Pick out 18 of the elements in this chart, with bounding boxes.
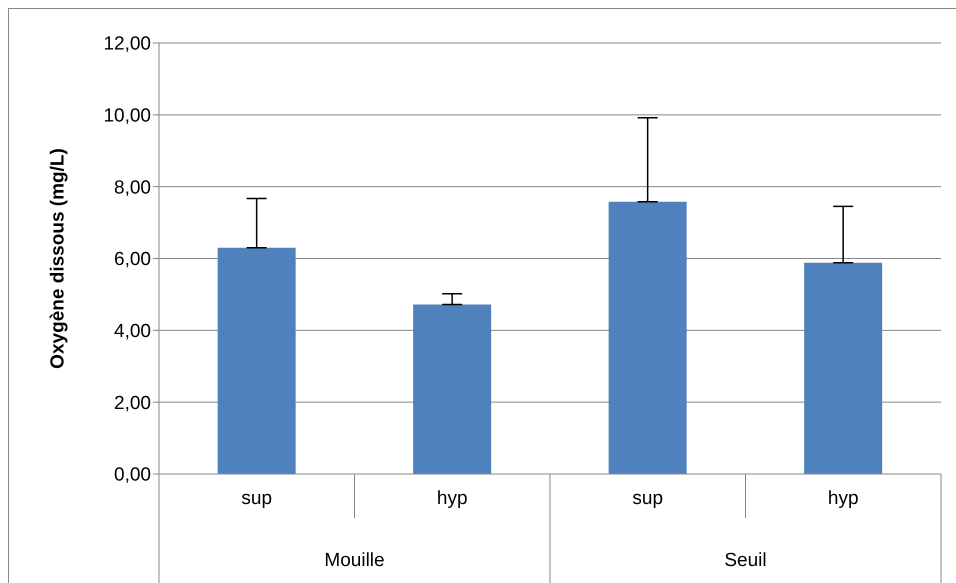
y-tick-label: 0,00 — [114, 464, 151, 486]
bar — [608, 202, 687, 474]
y-tick-label: 8,00 — [114, 177, 151, 198]
y-tick-label: 2,00 — [114, 392, 151, 414]
text: Seuil — [724, 550, 767, 571]
x-tick-label: hyp — [828, 488, 859, 509]
y-tick-label: 12,00 — [103, 34, 151, 55]
bar — [218, 248, 296, 474]
x-tick-label: hyp — [436, 488, 468, 509]
y-tick-label: 10,00 — [103, 106, 151, 127]
bar — [804, 262, 882, 474]
bar — [413, 304, 492, 474]
y-tick-label: 4,00 — [114, 321, 151, 342]
x-tick-label: sup — [632, 488, 664, 509]
y-axis-title: Oxygène dissous (mg/L) — [48, 148, 69, 369]
y-tick-label: 6,00 — [114, 249, 151, 270]
x-tick-label: sup — [241, 488, 272, 509]
text: Mouille — [324, 550, 385, 571]
